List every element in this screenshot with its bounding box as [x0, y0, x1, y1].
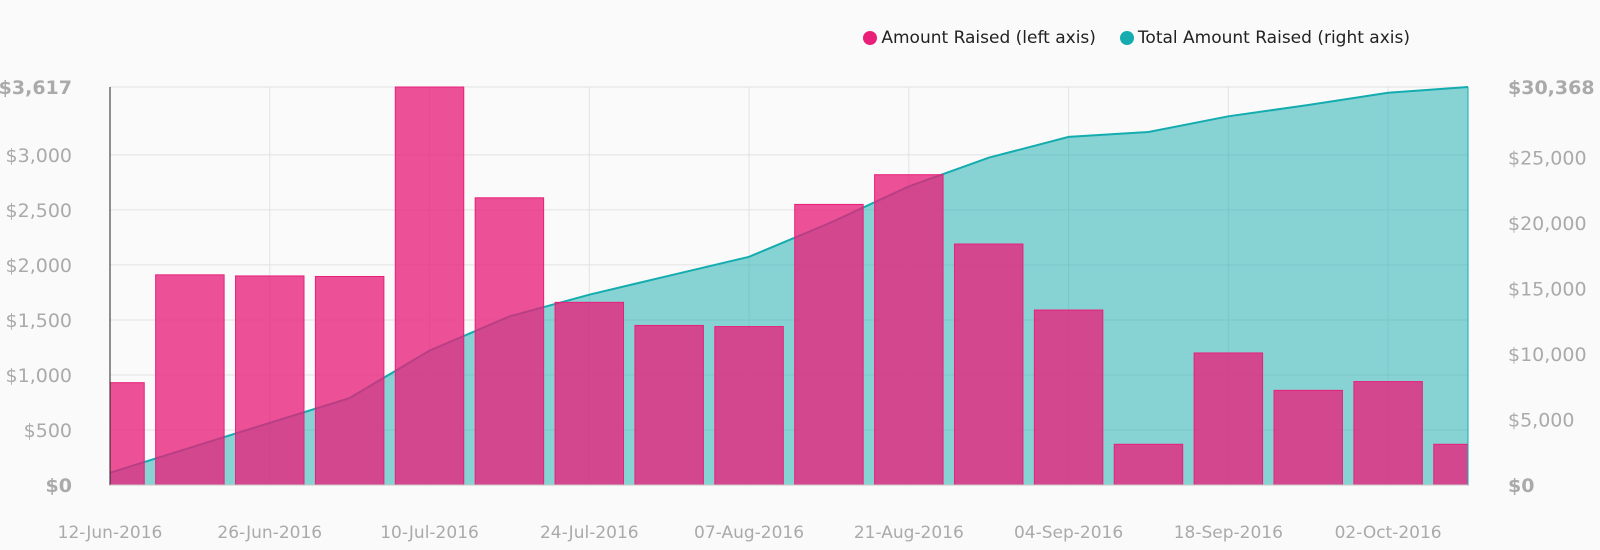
legend-item-amount-raised[interactable]: Amount Raised (left axis)	[863, 28, 1096, 48]
y-left-tick-label: $1,500	[6, 310, 72, 332]
amount-raised-bar	[235, 275, 305, 486]
y-right-tick-label: $20,000	[1508, 213, 1587, 235]
y-left-tick-label: $1,000	[6, 365, 72, 387]
amount-raised-bar	[155, 274, 225, 486]
total-amount-raised-fill	[110, 87, 1468, 485]
amount-raised-bar	[1273, 389, 1343, 486]
x-tick-label: 10-Jul-2016	[380, 523, 479, 543]
amount-raised-bar	[109, 382, 145, 486]
y-left-tick-label: $2,000	[6, 255, 72, 277]
amount-raised-bar	[314, 275, 385, 486]
x-tick-label: 12-Jun-2016	[58, 523, 163, 543]
x-tick-label: 26-Jun-2016	[217, 523, 322, 543]
amount-raised-bar	[1113, 443, 1184, 486]
amount-raised-bar	[474, 197, 545, 486]
x-tick-label: 02-Oct-2016	[1335, 523, 1442, 543]
x-tick-label: 21-Aug-2016	[854, 523, 964, 543]
amount-raised-bar	[874, 174, 944, 486]
amount-raised-bar	[554, 301, 625, 486]
legend-item-total-amount-raised[interactable]: Total Amount Raised (right axis)	[1119, 28, 1410, 48]
amount-raised-bar	[634, 324, 704, 486]
y-left-tick-label: $2,500	[6, 200, 72, 222]
legend-dot-total-amount-raised	[1119, 31, 1134, 45]
y-right-tick-label: $0	[1508, 475, 1534, 497]
y-right-tick-label: $10,000	[1508, 344, 1587, 366]
amount-raised-bar	[1433, 443, 1469, 486]
tick-labels: $0 $500 $1,000 $1,500 $2,000 $2,500 $3,000 $3,6…	[0, 77, 1595, 543]
amount-raised-bar	[1033, 309, 1104, 486]
legend: Amount Raised (left axis) Total Amount R…	[839, 28, 1410, 48]
y-left-tick-label: $3,000	[6, 145, 72, 167]
y-right-tick-label: $30,368	[1508, 77, 1595, 99]
amount-raised-bar	[394, 86, 465, 486]
x-tick-label: 07-Aug-2016	[694, 523, 804, 543]
amount-raised-bars	[109, 86, 1469, 486]
y-right-tick-label: $15,000	[1508, 278, 1587, 300]
axes	[109, 87, 1469, 486]
total-amount-raised-area	[109, 86, 1469, 485]
y-left-tick-label: $3,617	[0, 77, 72, 99]
amount-raised-bar	[1193, 352, 1264, 486]
amount-raised-bar	[953, 243, 1024, 486]
y-right-tick-label: $25,000	[1508, 147, 1587, 169]
amount-raised-bar	[1353, 381, 1423, 486]
legend-label-total-amount-raised: Total Amount Raised (right axis)	[1137, 28, 1410, 48]
x-tick-label: 18-Sep-2016	[1174, 523, 1283, 543]
amount-raised-bar	[794, 203, 864, 486]
y-left-tick-label: $500	[24, 420, 72, 442]
y-left-tick-label: $0	[46, 475, 72, 497]
y-right-tick-label: $5,000	[1508, 409, 1574, 431]
legend-label-amount-raised: Amount Raised (left axis)	[881, 28, 1096, 48]
amount-raised-bar	[714, 326, 784, 486]
x-tick-label: 24-Jul-2016	[540, 523, 639, 543]
legend-dot-amount-raised	[863, 31, 878, 45]
x-tick-label: 04-Sep-2016	[1014, 523, 1123, 543]
